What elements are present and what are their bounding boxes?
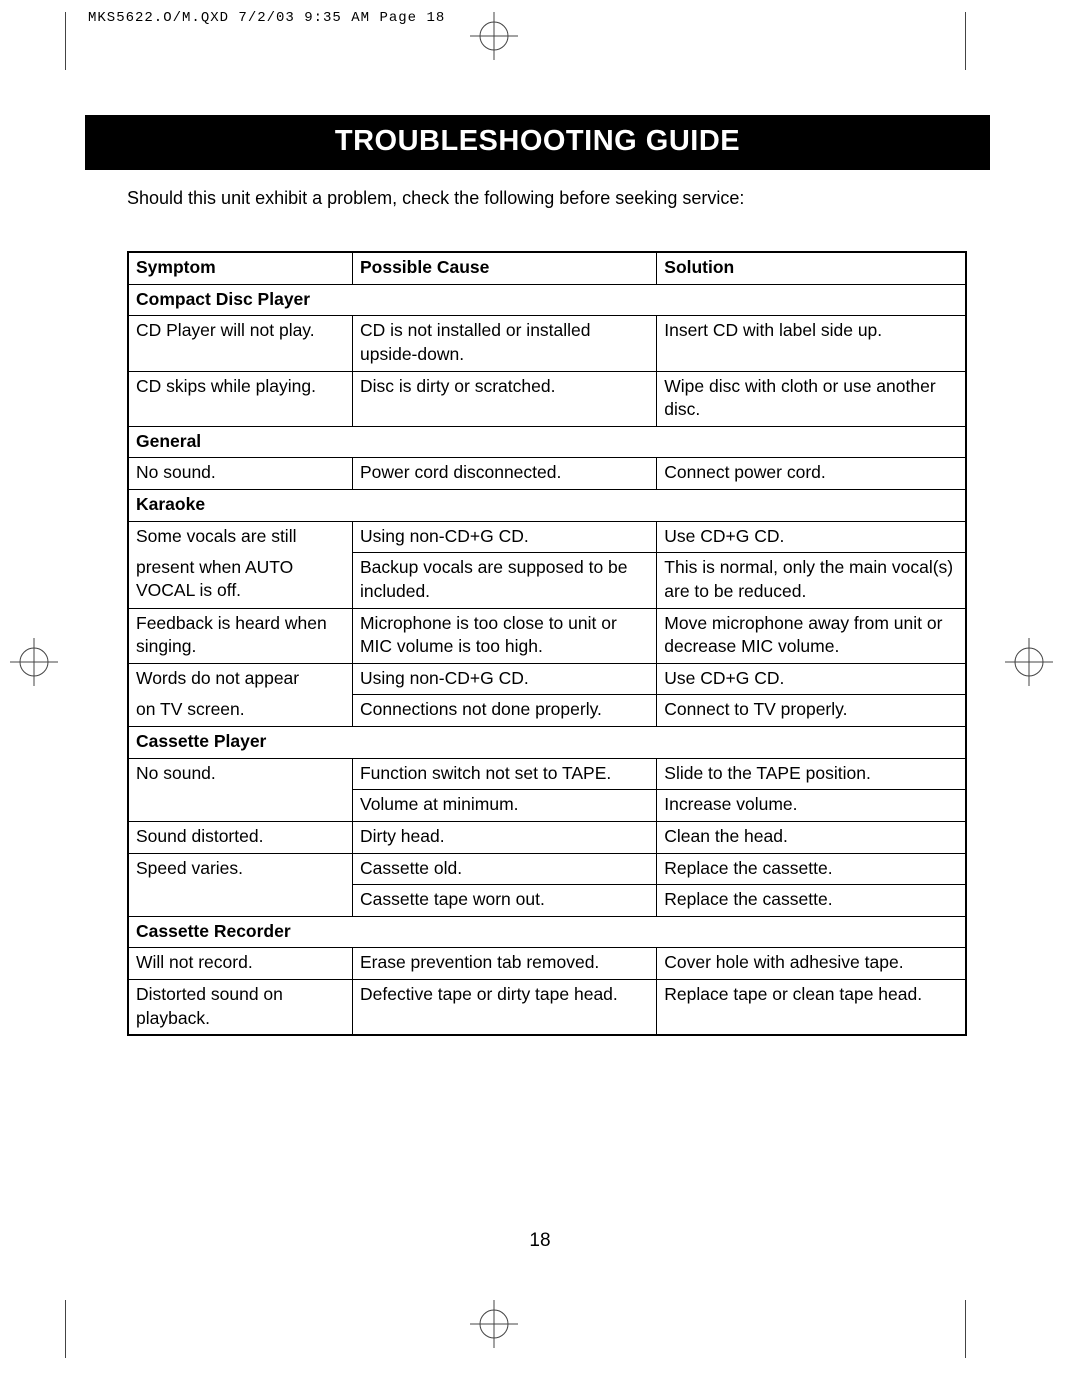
crop-line-bottom-right — [965, 1300, 966, 1358]
cell-cause: Defective tape or dirty tape head. — [352, 980, 656, 1036]
cell-symptom: Words do not appear — [128, 663, 352, 695]
section-cassette-recorder: Cassette Recorder — [128, 916, 966, 948]
table-row: on TV screen. Connections not done prope… — [128, 695, 966, 727]
crop-line-top-right — [965, 12, 966, 70]
table-row: Cassette tape worn out. Replace the cass… — [128, 885, 966, 917]
table-row: CD skips while playing. Disc is dirty or… — [128, 371, 966, 426]
table-row: Sound distorted. Dirty head. Clean the h… — [128, 821, 966, 853]
cell-solution: Connect power cord. — [657, 458, 966, 490]
table-row: Speed varies. Cassette old. Replace the … — [128, 853, 966, 885]
intro-text: Should this unit exhibit a problem, chec… — [127, 188, 990, 209]
cell-solution: This is normal, only the main vocal(s) a… — [657, 553, 966, 608]
cell-cause: Microphone is too close to unit or MIC v… — [352, 608, 656, 663]
cell-solution: Use CD+G CD. — [657, 663, 966, 695]
cell-symptom: Some vocals are still — [128, 521, 352, 553]
cell-solution: Increase volume. — [657, 790, 966, 822]
cell-cause: Cassette tape worn out. — [352, 885, 656, 917]
file-header: MKS5622.O/M.QXD 7/2/03 9:35 AM Page 18 — [88, 10, 445, 26]
cell-cause: Backup vocals are supposed to be include… — [352, 553, 656, 608]
header-row: Symptom Possible Cause Solution — [128, 252, 966, 284]
cell-symptom: CD skips while playing. — [128, 371, 352, 426]
table-row: Distorted sound on playback. Defective t… — [128, 980, 966, 1036]
page-content: TROUBLESHOOTING GUIDE Should this unit e… — [85, 115, 990, 1036]
table-row: No sound. Function switch not set to TAP… — [128, 758, 966, 790]
cell-solution: Use CD+G CD. — [657, 521, 966, 553]
cell-symptom — [128, 885, 352, 917]
header-solution: Solution — [657, 252, 966, 284]
section-cd: Compact Disc Player — [128, 284, 966, 316]
page-title: TROUBLESHOOTING GUIDE — [85, 115, 990, 170]
section-general-label: General — [128, 426, 966, 458]
section-karaoke-label: Karaoke — [128, 490, 966, 522]
cell-solution: Replace the cassette. — [657, 853, 966, 885]
cell-cause: Power cord disconnected. — [352, 458, 656, 490]
table-row: Feedback is heard when singing. Micropho… — [128, 608, 966, 663]
section-general: General — [128, 426, 966, 458]
cell-cause: Using non-CD+G CD. — [352, 521, 656, 553]
cell-cause: Using non-CD+G CD. — [352, 663, 656, 695]
table-row: Words do not appear Using non-CD+G CD. U… — [128, 663, 966, 695]
cell-symptom: No sound. — [128, 458, 352, 490]
cell-cause: Cassette old. — [352, 853, 656, 885]
crop-mark-right — [1005, 638, 1053, 686]
cell-symptom: present when AUTO VOCAL is off. — [128, 553, 352, 608]
cell-solution: Clean the head. — [657, 821, 966, 853]
crop-mark-bottom-center — [470, 1300, 518, 1348]
crop-line-top-left — [65, 12, 66, 70]
cell-solution: Cover hole with adhesive tape. — [657, 948, 966, 980]
section-cassette-player: Cassette Player — [128, 727, 966, 759]
table-row: CD Player will not play. CD is not insta… — [128, 316, 966, 371]
crop-line-bottom-left — [65, 1300, 66, 1358]
table-row: Will not record. Erase prevention tab re… — [128, 948, 966, 980]
cell-solution: Connect to TV properly. — [657, 695, 966, 727]
cell-cause: Connections not done properly. — [352, 695, 656, 727]
cell-symptom: on TV screen. — [128, 695, 352, 727]
cell-symptom: CD Player will not play. — [128, 316, 352, 371]
cell-symptom: Feedback is heard when singing. — [128, 608, 352, 663]
cell-solution: Slide to the TAPE position. — [657, 758, 966, 790]
cell-solution: Insert CD with label side up. — [657, 316, 966, 371]
cell-cause: Volume at minimum. — [352, 790, 656, 822]
cell-symptom — [128, 790, 352, 822]
header-symptom: Symptom — [128, 252, 352, 284]
cell-symptom: No sound. — [128, 758, 352, 790]
cell-cause: Disc is dirty or scratched. — [352, 371, 656, 426]
section-cassette-recorder-label: Cassette Recorder — [128, 916, 966, 948]
cell-solution: Wipe disc with cloth or use another disc… — [657, 371, 966, 426]
cell-solution: Replace tape or clean tape head. — [657, 980, 966, 1036]
section-cassette-player-label: Cassette Player — [128, 727, 966, 759]
cell-symptom: Sound distorted. — [128, 821, 352, 853]
table-row: Volume at minimum. Increase volume. — [128, 790, 966, 822]
crop-mark-top-center — [470, 12, 518, 60]
table-row: No sound. Power cord disconnected. Conne… — [128, 458, 966, 490]
cell-cause: CD is not installed or installed upside-… — [352, 316, 656, 371]
section-karaoke: Karaoke — [128, 490, 966, 522]
cell-cause: Function switch not set to TAPE. — [352, 758, 656, 790]
troubleshooting-table: Symptom Possible Cause Solution Compact … — [127, 251, 967, 1036]
cell-symptom: Will not record. — [128, 948, 352, 980]
cell-solution: Replace the cassette. — [657, 885, 966, 917]
cell-cause: Dirty head. — [352, 821, 656, 853]
cell-cause: Erase prevention tab removed. — [352, 948, 656, 980]
cell-symptom: Speed varies. — [128, 853, 352, 885]
page-number: 18 — [0, 1230, 1080, 1252]
section-cd-label: Compact Disc Player — [128, 284, 966, 316]
table-row: present when AUTO VOCAL is off. Backup v… — [128, 553, 966, 608]
crop-mark-left — [10, 638, 58, 686]
cell-solution: Move microphone away from unit or decrea… — [657, 608, 966, 663]
table-row: Some vocals are still Using non-CD+G CD.… — [128, 521, 966, 553]
header-cause: Possible Cause — [352, 252, 656, 284]
cell-symptom: Distorted sound on playback. — [128, 980, 352, 1036]
